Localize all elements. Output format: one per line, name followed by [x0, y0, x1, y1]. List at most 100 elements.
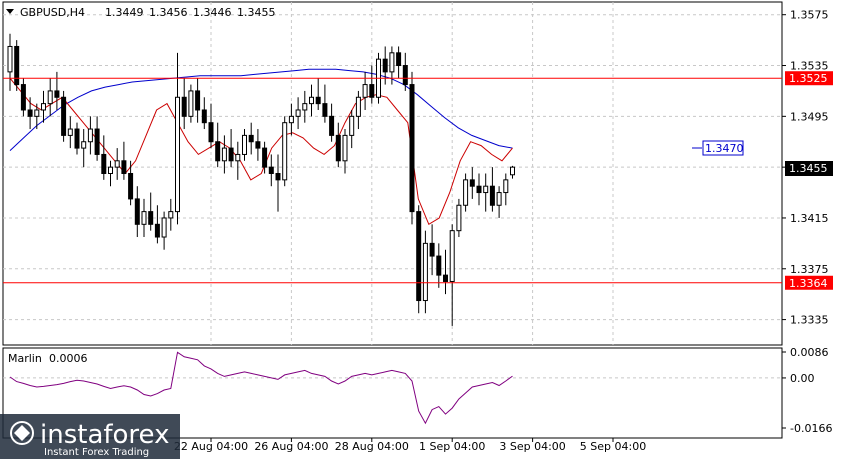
candle-body: [288, 115, 294, 124]
candle-body: [483, 185, 489, 194]
y-tick-label: 1.3495: [790, 110, 829, 123]
candle-body: [195, 90, 201, 111]
series-line: [9, 68, 513, 151]
candle-body: [355, 96, 361, 117]
y-tick-label: 1.3575: [790, 9, 829, 22]
candle-body: [7, 45, 13, 73]
price-tag-box: [702, 140, 744, 156]
candle-body: [422, 242, 428, 302]
candle-body: [342, 134, 348, 162]
candle-body: [416, 211, 422, 302]
instaforex-logo: instaforex Instant Forex Trading: [0, 414, 180, 459]
time-axis: 22 Aug 04:00 26 Aug 04:00 28 Aug 04:00 1 Se…: [174, 438, 646, 453]
candle-body: [61, 96, 67, 136]
candle-body: [215, 141, 221, 162]
candle-body: [349, 115, 355, 136]
candle-body: [503, 179, 509, 194]
candle-body: [228, 147, 234, 162]
candle-body: [369, 84, 375, 98]
level-label-box: [785, 275, 833, 290]
candle-body: [54, 90, 60, 98]
current-price-box: [785, 161, 833, 176]
y-tick-label: 1.3375: [790, 263, 829, 276]
indicator-value: 0.0006: [49, 352, 88, 365]
candle-body: [322, 103, 328, 117]
level-label: 1.3525: [789, 72, 828, 85]
candle-body: [335, 134, 341, 162]
indicator-name: Marlin: [8, 352, 42, 365]
candle-body: [34, 109, 40, 117]
candle-body: [248, 134, 254, 143]
current-price-label: 1.3455: [789, 162, 828, 175]
candle-body: [409, 84, 415, 213]
candle-body: [121, 160, 127, 174]
x-tick-label: 5 Sep 04:00: [580, 440, 646, 453]
candle-body: [389, 52, 395, 73]
candle-body: [235, 153, 241, 162]
candle-body: [201, 109, 207, 124]
x-tick-label: 26 Aug 04:00: [254, 440, 328, 453]
candle-body: [108, 166, 113, 174]
candle-body: [81, 141, 87, 149]
candle-body: [14, 45, 20, 86]
candle-body: [362, 84, 368, 98]
candle-body: [221, 147, 227, 162]
candle-body: [396, 52, 402, 67]
y-tick-label: 1.3335: [790, 314, 829, 327]
candle-body: [463, 179, 469, 206]
candle-body: [309, 96, 314, 105]
candle-body: [302, 103, 308, 111]
candle-body: [242, 134, 247, 155]
watermark-tagline: Instant Forex Trading: [44, 447, 149, 458]
candle-body: [47, 90, 53, 105]
candle-body: [134, 198, 140, 225]
candle-body: [436, 255, 442, 276]
x-tick-label: 3 Sep 04:00: [499, 440, 565, 453]
ohlc-close: 1.3455: [237, 6, 276, 19]
candle-body: [295, 109, 301, 117]
ohlc-high: 1.3456: [149, 6, 188, 19]
candle-body: [154, 223, 160, 238]
level-label-box: [785, 71, 833, 86]
candle-body: [469, 179, 475, 187]
candle-body: [262, 147, 268, 168]
level-label: 1.3364: [789, 277, 828, 290]
series-line: [9, 77, 513, 226]
candle-body: [315, 96, 321, 105]
candle-body: [168, 211, 174, 219]
candle-body: [402, 65, 408, 86]
candle-body: [275, 173, 281, 181]
chart-menu-triangle-icon[interactable]: [6, 9, 14, 14]
price-tag-label: 1.3470: [705, 142, 744, 155]
candle-body: [20, 84, 26, 111]
candle-body: [268, 166, 274, 174]
indicator-layer: 0.0086 0.00 -0.0166: [3, 346, 832, 435]
candle-body: [208, 122, 214, 143]
candle-body: [429, 242, 435, 257]
symbol-label: GBPUSD,H4: [20, 6, 85, 19]
horizontal-lines: 1.3525 1.3364: [3, 71, 833, 290]
candle-body: [282, 122, 288, 181]
candle-body: [67, 128, 73, 136]
candle-body: [148, 211, 154, 225]
candle-body: [456, 204, 462, 232]
candle-body: [141, 211, 147, 225]
candle-body: [41, 103, 46, 111]
candle-body: [510, 166, 515, 176]
candle-body: [94, 128, 100, 155]
candle-body: [255, 141, 261, 149]
grid: [3, 2, 782, 345]
candle-body: [449, 230, 455, 282]
x-tick-label: 22 Aug 04:00: [174, 440, 248, 453]
candle-body: [87, 128, 93, 143]
candle-body: [181, 96, 187, 117]
candle-body: [496, 192, 502, 206]
x-tick-label: 1 Sep 04:00: [419, 440, 485, 453]
candle-body: [74, 128, 80, 149]
candle-body: [329, 115, 335, 136]
candle-body: [489, 185, 495, 206]
y-tick-label: 1.3415: [790, 212, 829, 225]
candle-body: [161, 217, 167, 238]
candle-body: [101, 153, 107, 174]
